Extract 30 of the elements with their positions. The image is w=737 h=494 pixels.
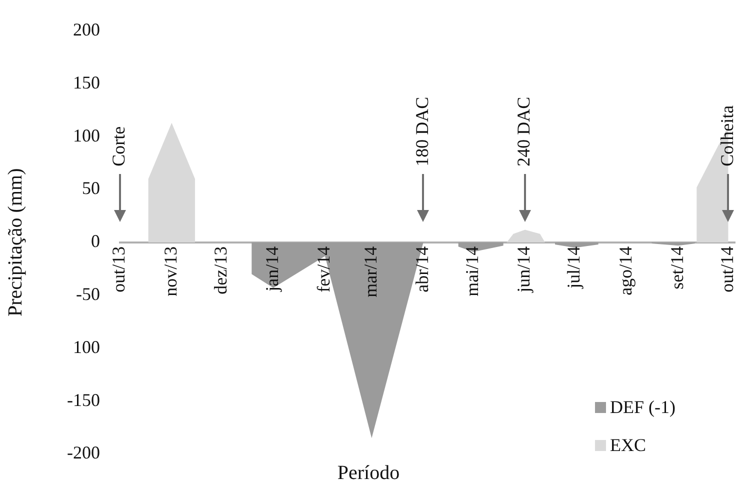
x-tick-label: fev/14 bbox=[314, 246, 334, 292]
x-tick-label: dez/13 bbox=[210, 246, 230, 294]
y-tick-label: 100 bbox=[73, 125, 100, 146]
x-tick-label: out/14 bbox=[717, 246, 737, 292]
y-tick-label: -150 bbox=[67, 390, 100, 410]
y-tick-label: 50 bbox=[82, 178, 100, 198]
y-tick-label: 0 bbox=[91, 231, 100, 252]
y-tick-label: -200 bbox=[67, 442, 100, 463]
x-tick-label: jun/14 bbox=[514, 246, 534, 294]
y-tick-label: 100 bbox=[73, 336, 100, 357]
legend-label: EXC bbox=[610, 434, 646, 456]
x-axis-title: Período bbox=[336, 462, 401, 485]
x-tick-label: jan/14 bbox=[262, 246, 282, 292]
x-tick-label: nov/13 bbox=[160, 246, 180, 296]
legend-label: DEF (-1) bbox=[610, 396, 676, 418]
annotation: 180 DAC bbox=[412, 96, 432, 166]
annotation: 240 DAC bbox=[514, 96, 534, 166]
x-tick-label: mai/14 bbox=[462, 246, 482, 296]
x-tick-label: set/14 bbox=[667, 246, 688, 290]
x-tick-label: jul/14 bbox=[564, 246, 584, 290]
y-tick-label: 150 bbox=[73, 72, 100, 92]
x-tick-label: out/13 bbox=[108, 246, 129, 292]
y-axis-title: Precipitação (mm) bbox=[4, 168, 26, 317]
y-tick-label: 200 bbox=[73, 20, 100, 40]
y-tick-label: -50 bbox=[76, 284, 100, 304]
x-tick-label: abr/14 bbox=[412, 246, 432, 292]
x-tick-label: ago/14 bbox=[615, 246, 636, 296]
annotation: Corte bbox=[108, 126, 129, 166]
annotation: Colheita bbox=[717, 105, 737, 166]
x-tick-label: mar/14 bbox=[360, 246, 380, 298]
